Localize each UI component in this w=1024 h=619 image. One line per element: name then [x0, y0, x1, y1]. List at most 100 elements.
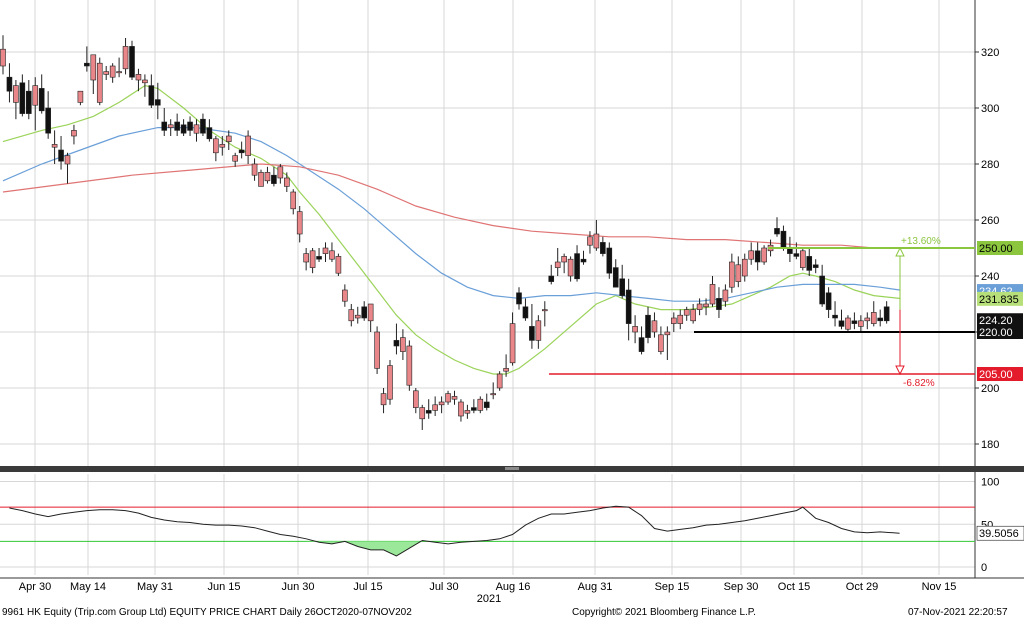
candle	[832, 301, 838, 327]
candle-body	[812, 264, 819, 268]
candle-body	[0, 48, 6, 67]
candle-body	[445, 393, 451, 403]
x-tick-label-3: Jun 15	[207, 581, 240, 593]
candle-body	[419, 407, 426, 420]
price-tag: 220.00	[977, 325, 1023, 339]
candle	[503, 354, 509, 377]
candle	[464, 404, 471, 419]
x-tick-label-0: Apr 30	[19, 581, 51, 593]
candle-body	[148, 85, 155, 106]
candle-body	[77, 90, 84, 103]
candle-body	[458, 401, 464, 417]
downside-arrow-head	[895, 365, 905, 376]
candle-body	[438, 401, 445, 406]
candle-body	[354, 314, 361, 319]
candle	[122, 38, 129, 75]
y-tick-label-200: 200	[981, 383, 999, 395]
candle-body	[142, 79, 148, 84]
candle	[283, 172, 290, 192]
candle	[316, 248, 322, 262]
candle	[716, 287, 722, 318]
x-tick-label-6: Jul 30	[429, 581, 458, 593]
candle	[277, 164, 284, 184]
candle	[677, 309, 684, 330]
candle	[38, 74, 45, 114]
candle	[303, 248, 309, 271]
x-tick-label-10: Sep 30	[724, 581, 759, 593]
candle	[845, 315, 851, 332]
candle-body	[219, 144, 226, 148]
candle	[264, 166, 271, 184]
oscillator-value-tag-text: 39.5056	[979, 528, 1019, 540]
main-panel-bg	[0, 0, 1024, 468]
candle	[142, 74, 148, 97]
candle	[96, 57, 103, 106]
candle-body	[619, 278, 626, 296]
candle	[851, 312, 858, 330]
candle	[722, 284, 729, 307]
candle-body	[380, 393, 387, 406]
candle-body	[529, 326, 535, 341]
candle	[793, 242, 800, 260]
candle	[529, 304, 535, 349]
candle	[335, 253, 342, 276]
y-tick-label-280: 280	[981, 159, 999, 171]
candle	[580, 250, 587, 265]
candle-body	[19, 82, 26, 114]
candle-body	[238, 149, 245, 154]
candle-body	[670, 317, 677, 324]
y-tick-label-240: 240	[981, 271, 999, 283]
candle	[438, 396, 445, 414]
candle	[625, 278, 632, 341]
candle	[445, 390, 451, 405]
candle	[645, 306, 651, 344]
candle-body	[32, 85, 39, 106]
candle-body	[200, 118, 206, 134]
candle-body	[561, 256, 567, 263]
candle	[561, 253, 567, 274]
candle-body	[38, 88, 45, 112]
candle-body	[393, 340, 400, 347]
candle	[238, 141, 245, 159]
candle-body	[845, 317, 851, 330]
candle-body	[232, 155, 238, 162]
candle	[245, 130, 251, 164]
candle	[548, 264, 555, 285]
x-tick-label-8: Aug 31	[578, 581, 613, 593]
candle-body	[283, 177, 290, 187]
y-tick-label-320: 320	[981, 47, 999, 59]
candle	[496, 371, 503, 391]
candle-body	[819, 275, 825, 305]
candle-body	[832, 314, 838, 319]
candle	[412, 388, 419, 414]
x-year-label: 2021	[477, 593, 501, 605]
candle-body	[425, 410, 432, 414]
candle	[567, 256, 574, 282]
candle-body	[258, 172, 264, 187]
candle	[258, 169, 264, 187]
candle	[858, 315, 864, 332]
candle	[774, 217, 780, 237]
x-tick-label-9: Sep 15	[655, 581, 690, 593]
candle-body	[296, 211, 303, 235]
candle-body	[342, 289, 348, 302]
osc-y-tick-label-100: 100	[981, 477, 999, 489]
candle-body	[690, 309, 696, 322]
candle	[735, 256, 742, 288]
candle	[180, 119, 187, 136]
candle	[754, 242, 761, 271]
candle	[155, 82, 161, 120]
candle	[116, 57, 122, 78]
candle-body	[329, 250, 335, 260]
candle	[600, 236, 606, 257]
candle	[174, 113, 180, 136]
candle-body	[406, 345, 413, 386]
candle	[187, 116, 193, 136]
candle-body	[180, 124, 187, 134]
candle-body	[451, 396, 458, 400]
candle	[84, 46, 90, 72]
y-tick-label-300: 300	[981, 103, 999, 115]
candle-body	[316, 256, 322, 260]
candle-body	[574, 253, 580, 280]
